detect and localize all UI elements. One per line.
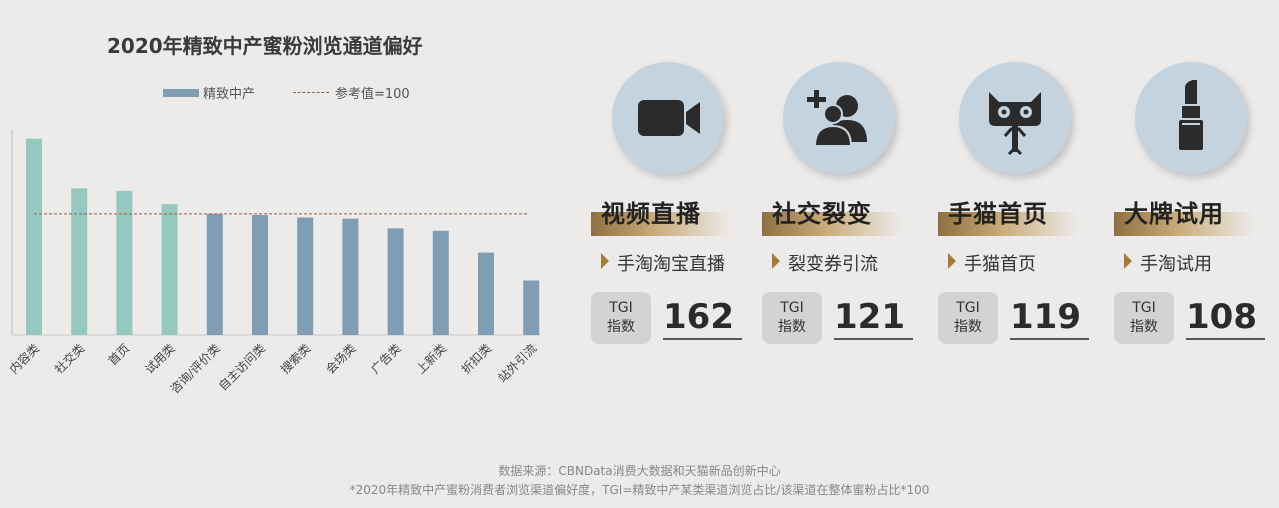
x-tick-label-11: 站外引流 — [495, 341, 539, 385]
card-title: 手猫首页 — [948, 200, 1048, 228]
tgi-label-box: TGI 指数 — [762, 292, 822, 344]
x-tick-label-1: 社交类 — [51, 341, 87, 377]
tgi-label-box: TGI 指数 — [1114, 292, 1174, 344]
bar-11 — [523, 280, 540, 335]
x-tick-label-8: 广告类 — [368, 341, 403, 376]
x-tick-label-7: 会场类 — [323, 341, 358, 376]
bar-7 — [342, 218, 359, 335]
card-title: 大牌试用 — [1124, 200, 1224, 228]
tgi-label-box: TGI 指数 — [591, 292, 651, 344]
bar-0 — [26, 138, 42, 335]
x-tick-label-5: 自主访问类 — [216, 341, 268, 393]
x-tick-label-9: 上新类 — [413, 341, 449, 377]
tgi-value: 121 — [834, 296, 913, 340]
bar-4 — [206, 213, 223, 335]
bar-5 — [252, 215, 268, 335]
triangle-bullet-icon — [601, 253, 609, 269]
card-subtitle: 手淘淘宝直播 — [601, 250, 725, 276]
card-title: 社交裂变 — [772, 200, 872, 228]
card-title: 视频直播 — [601, 200, 701, 228]
video-camera-icon — [638, 100, 700, 136]
tgi-definition-note: *2020年精致中产蜜粉消费者浏览渠道偏好度，TGI=精致中产某类渠道浏览占比/… — [349, 483, 930, 497]
legend-label-reference: 参考值=100 — [335, 87, 410, 102]
card-subtitle: 手猫首页 — [948, 250, 1036, 276]
x-tick-label-10: 折扣类 — [458, 341, 494, 377]
tgi-label-box: TGI 指数 — [938, 292, 998, 344]
icon-circle — [612, 62, 724, 174]
triangle-bullet-icon — [772, 253, 780, 269]
card-subtitle: 手淘试用 — [1124, 250, 1212, 276]
icon-circle — [783, 62, 895, 174]
title-ribbon — [938, 212, 1078, 236]
channel-card-video-live: 视频直播 手淘淘宝直播 TGI 指数 162 — [591, 62, 751, 352]
title-ribbon — [1114, 212, 1254, 236]
bar-3 — [161, 204, 178, 335]
legend-swatch-series — [163, 89, 199, 97]
bar-8 — [387, 228, 404, 335]
bar-6 — [297, 217, 314, 335]
x-tick-label-2: 首页 — [106, 341, 133, 368]
triangle-bullet-icon — [948, 253, 956, 269]
channel-card-tmall-home: 手猫首页 手猫首页 TGI 指数 119 — [938, 62, 1098, 352]
title-ribbon — [591, 212, 731, 236]
tgi-value: 108 — [1186, 296, 1265, 340]
icon-circle — [1135, 62, 1247, 174]
lipstick-icon — [1179, 80, 1203, 150]
legend-label-series: 精致中产 — [203, 87, 256, 102]
triangle-bullet-icon — [1124, 253, 1132, 269]
x-tick-label-3: 试用类 — [142, 341, 178, 377]
social-group-icon — [807, 90, 867, 147]
x-tick-label-6: 搜索类 — [277, 341, 313, 377]
data-source-note: 数据来源：CBNData消费大数据和天猫新品创新中心 — [498, 464, 781, 478]
chart-title: 2020年精致中产蜜粉浏览通道偏好 — [107, 34, 423, 58]
tmall-cat-icon — [989, 92, 1041, 156]
tgi-value: 162 — [663, 296, 742, 340]
channel-card-social: 社交裂变 裂变券引流 TGI 指数 121 — [762, 62, 922, 352]
bar-10 — [478, 252, 494, 335]
channel-card-brand-trial: 大牌试用 手淘试用 TGI 指数 108 — [1114, 62, 1274, 352]
legend-swatch-reference — [293, 92, 329, 93]
bar-1 — [71, 188, 88, 335]
bar-2 — [116, 190, 133, 335]
x-tick-label-0: 内容类 — [6, 341, 42, 377]
tgi-value: 119 — [1010, 296, 1089, 340]
icon-circle — [959, 62, 1071, 174]
card-subtitle: 裂变券引流 — [772, 250, 878, 276]
title-ribbon — [762, 212, 902, 236]
bar-9 — [432, 230, 449, 335]
